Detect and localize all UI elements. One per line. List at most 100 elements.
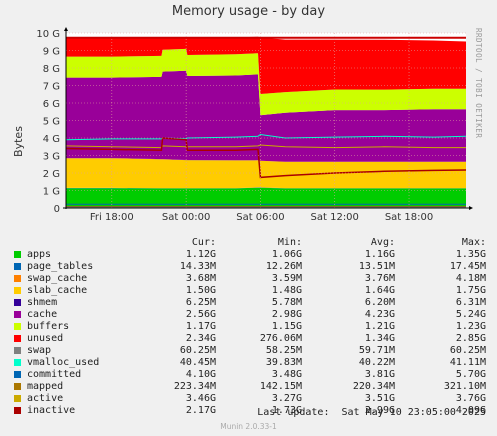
- y-tick-label: 7 G: [43, 82, 60, 93]
- chart-title: Memory usage - by day: [171, 4, 326, 19]
- x-axis-arrow: [469, 206, 473, 210]
- y-tick-label: 2 G: [43, 169, 60, 180]
- legend-row-buffers: buffers 1.17G 1.15G 1.21G 1.23G: [12, 321, 492, 333]
- x-axis: Fri 18:00 Sat 00:00 Sat 06:00 Sat 12:00 Sat …: [90, 212, 433, 223]
- legend-swatch: [14, 335, 21, 342]
- x-tick-label: Fri 18:00: [90, 212, 134, 223]
- area-page_tables: [66, 187, 466, 189]
- legend-min: 1.06G: [271, 249, 302, 260]
- legend-name: shmem: [27, 297, 58, 308]
- legend-avg: 13.51M: [358, 261, 395, 272]
- legend-cur: 223.34M: [173, 381, 216, 392]
- legend-min: 3.27G: [271, 393, 302, 404]
- legend-row-inactive: inactive 2.17G 1.73G 2.99G 4.09G: [12, 405, 492, 417]
- legend-min: 12.26M: [265, 261, 302, 272]
- legend-max: 41.11M: [449, 357, 486, 368]
- legend-avg: 3.81G: [364, 369, 395, 380]
- legend-row-mapped: mapped 223.34M 142.15M 220.34M 321.10M: [12, 381, 492, 393]
- legend-max: 321.10M: [443, 381, 486, 392]
- legend-swatch: [14, 371, 21, 378]
- area-slab_cache: [66, 158, 466, 189]
- legend-name: mapped: [27, 381, 64, 392]
- legend-row-cache: cache 2.56G 2.98G 4.23G 5.24G: [12, 309, 492, 321]
- y-tick-label: 9 G: [43, 47, 60, 58]
- legend-cur: 2.17G: [185, 405, 216, 416]
- memory-chart: 0 1 G 2 G 3 G 4 G 5 G 6 G 7 G 8 G 9 G 10 G Fri 18:…: [36, 27, 473, 223]
- legend-min: 58.25M: [265, 345, 302, 356]
- legend-avg: 2.99G: [364, 405, 395, 416]
- y-tick-label: 10 G: [36, 29, 60, 40]
- legend-cur: 1.17G: [185, 321, 216, 332]
- legend-max: 1.75G: [455, 285, 486, 296]
- legend-max: 60.25M: [449, 345, 486, 356]
- area-swap_cache: [66, 187, 466, 189]
- legend-min: 1.73G: [271, 405, 302, 416]
- legend-cur: 3.68M: [185, 273, 216, 284]
- legend-header-avg: Avg:: [370, 237, 395, 248]
- legend-min: 142.15M: [259, 381, 302, 392]
- legend-max: 3.76G: [455, 393, 486, 404]
- y-tick-label: 1 G: [43, 187, 60, 198]
- legend-name: vmalloc_used: [27, 357, 100, 368]
- legend-cur: 6.25M: [185, 297, 216, 308]
- legend-max: 5.70G: [455, 369, 486, 380]
- legend-swatch: [14, 299, 21, 306]
- rrdtool-credit: RRDTOOL / TOBI OETIKER: [474, 28, 483, 139]
- legend-row-swap: swap 60.25M 58.25M 59.71M 60.25M: [12, 345, 492, 357]
- legend-max: 1.23G: [455, 321, 486, 332]
- legend-row-committed: committed 4.10G 3.48G 3.81G 5.70G: [12, 369, 492, 381]
- legend-name: page_tables: [27, 261, 94, 272]
- legend-max: 17.45M: [449, 261, 486, 272]
- legend-swatch: [14, 251, 21, 258]
- legend-name: slab_cache: [27, 285, 88, 296]
- legend-max: 1.35G: [455, 249, 486, 260]
- legend-avg: 4.23G: [364, 309, 395, 320]
- last-update: Last update: Sat May 10 23:05:00 2025: [257, 407, 486, 418]
- y-tick-label: 3 G: [43, 152, 60, 163]
- area-buffers: [66, 48, 466, 116]
- legend-min: 5.78M: [271, 297, 302, 308]
- legend-name: buffers: [27, 321, 70, 332]
- x-tick-label: Sat 12:00: [311, 212, 359, 223]
- y-tick-label: 4 G: [43, 134, 60, 145]
- legend-name: unused: [27, 333, 64, 344]
- legend-name: swap: [27, 345, 52, 356]
- y-tick-label: 8 G: [43, 64, 60, 75]
- legend-name: swap_cache: [27, 273, 88, 284]
- legend-max: 4.18M: [455, 273, 486, 284]
- legend-min: 2.98G: [271, 309, 302, 320]
- overlay-lines: [65, 36, 467, 208]
- stacked-areas: [66, 36, 466, 208]
- legend-row-vmalloc_used: vmalloc_used 40.45M 39.83M 40.22M 41.11M: [12, 357, 492, 369]
- legend-swatch: [14, 311, 21, 318]
- legend-row-unused: unused 2.34G 276.06M 1.34G 2.85G: [12, 333, 492, 345]
- legend: Cur: Min: Avg: Max: apps 1.12G 1.06G 1.16G 1…: [12, 237, 492, 417]
- legend-cur: 40.45M: [179, 357, 216, 368]
- y-tick-label: 6 G: [43, 99, 60, 110]
- line-committed: [65, 133, 467, 141]
- legend-min: 1.15G: [271, 321, 302, 332]
- legend-name: committed: [27, 369, 82, 380]
- area-apps: [66, 187, 466, 208]
- legend-min: 276.06M: [259, 333, 302, 344]
- legend-avg: 3.51G: [364, 393, 395, 404]
- legend-row-swap_cache: swap_cache 3.68M 3.59M 3.76M 4.18M: [12, 273, 492, 285]
- legend-min: 3.59M: [271, 273, 302, 284]
- y-tick-label: 0: [54, 204, 60, 215]
- x-tick-label: Sat 06:00: [236, 212, 284, 223]
- legend-max: 5.24G: [455, 309, 486, 320]
- legend-cur: 3.46G: [185, 393, 216, 404]
- legend-avg: 40.22M: [358, 357, 395, 368]
- legend-cur: 1.50G: [185, 285, 216, 296]
- legend-min: 1.48G: [271, 285, 302, 296]
- legend-avg: 220.34M: [352, 381, 395, 392]
- legend-max: 2.85G: [455, 333, 486, 344]
- legend-header-cur: Cur:: [191, 237, 216, 248]
- y-axis-arrow: [64, 27, 68, 31]
- legend-max: 4.09G: [455, 405, 486, 416]
- legend-swatch: [14, 359, 21, 366]
- legend-swatch: [14, 263, 21, 270]
- legend-row-apps: apps 1.12G 1.06G 1.16G 1.35G: [12, 249, 492, 261]
- area-unused: [66, 36, 466, 94]
- legend-cur: 4.10G: [185, 369, 216, 380]
